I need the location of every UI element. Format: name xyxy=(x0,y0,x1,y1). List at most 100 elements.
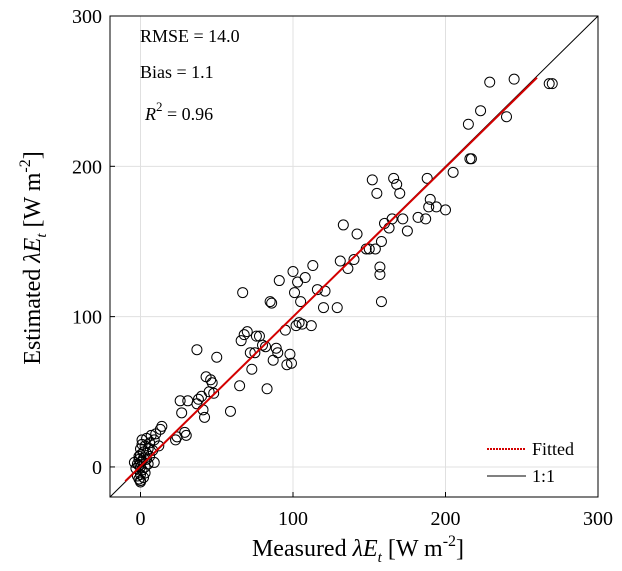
data-point xyxy=(196,390,207,402)
y-axis-title-units: [W m xyxy=(20,172,46,233)
data-point xyxy=(191,344,203,356)
plot-area-frame xyxy=(109,15,599,498)
data-point xyxy=(180,429,192,441)
x-axis-title-subscript: t xyxy=(378,550,383,566)
x-tick-label: 100 xyxy=(278,508,308,530)
data-point xyxy=(267,354,279,366)
legend: Fitted 1:1 xyxy=(487,439,574,486)
data-point xyxy=(374,269,386,281)
data-point xyxy=(501,111,512,123)
legend-one-to-one-label: 1:1 xyxy=(532,466,555,486)
data-point xyxy=(475,105,487,117)
data-point xyxy=(224,405,236,417)
y-axis-title-subscript: t xyxy=(34,233,50,238)
r2-symbol: R xyxy=(144,104,156,124)
r2-exponent: 2 xyxy=(156,99,163,114)
data-point xyxy=(141,447,153,459)
data-point xyxy=(311,284,323,296)
data-point xyxy=(260,341,272,353)
data-point xyxy=(270,342,282,354)
data-point xyxy=(234,380,246,392)
data-point xyxy=(305,320,317,332)
data-point xyxy=(375,296,387,308)
data-point xyxy=(208,387,220,399)
data-point xyxy=(424,193,436,205)
data-point xyxy=(266,297,278,309)
y-tick-label: 0 xyxy=(92,457,102,479)
data-point xyxy=(246,363,258,375)
data-point xyxy=(237,287,249,299)
x-axis-title: Measured λEt [W m-2] xyxy=(252,533,464,566)
data-point xyxy=(440,204,451,216)
data-point xyxy=(138,471,150,483)
data-point xyxy=(430,201,442,213)
data-point xyxy=(484,76,496,88)
y-tick-label: 300 xyxy=(72,6,102,28)
data-point xyxy=(287,266,299,278)
data-point xyxy=(374,261,386,273)
data-point xyxy=(337,219,349,231)
data-point xyxy=(292,276,304,288)
data-point xyxy=(423,201,435,213)
data-point xyxy=(447,166,459,178)
x-tick-label: 300 xyxy=(583,508,613,530)
x-axis-title-symbol: λE xyxy=(352,536,378,562)
data-point xyxy=(371,187,383,199)
y-axis-title: Estimated λEt [W m-2] xyxy=(17,151,50,364)
data-points xyxy=(128,73,558,488)
data-point xyxy=(261,383,273,395)
data-point xyxy=(465,153,477,165)
r2-label: R2 = 0.96 xyxy=(144,99,213,124)
data-point xyxy=(307,260,319,272)
data-point xyxy=(272,347,284,359)
legend-fitted-label: Fitted xyxy=(532,439,574,459)
data-point xyxy=(153,440,165,452)
data-point xyxy=(289,287,301,299)
bias-label: Bias = 1.1 xyxy=(140,62,214,82)
data-point xyxy=(391,178,403,190)
x-tick-label: 200 xyxy=(431,508,461,530)
data-point xyxy=(142,443,154,455)
x-axis-title-units: [W m xyxy=(382,536,443,562)
x-axis-title-prefix: Measured xyxy=(252,536,353,562)
data-point xyxy=(331,302,343,314)
y-tick-label: 100 xyxy=(72,307,102,329)
data-point xyxy=(273,275,285,287)
data-point xyxy=(348,254,360,266)
r2-value: = 0.96 xyxy=(163,104,214,124)
data-point xyxy=(295,296,307,308)
data-point xyxy=(281,359,293,371)
data-point xyxy=(421,172,433,184)
x-axis-title-exponent: -2 xyxy=(443,533,456,550)
data-point xyxy=(386,213,398,225)
data-point xyxy=(334,255,346,267)
data-point xyxy=(508,73,520,85)
data-point xyxy=(546,78,558,90)
data-point xyxy=(250,330,262,342)
data-point xyxy=(388,172,400,184)
data-point xyxy=(394,187,406,199)
y-axis-title-prefix: Estimated xyxy=(20,263,46,365)
x-tick-label: 0 xyxy=(136,508,146,530)
y-tick-labels: 0 100 200 300 xyxy=(72,6,115,479)
data-point xyxy=(369,243,381,255)
data-point xyxy=(206,377,218,389)
data-point xyxy=(363,243,375,255)
data-point xyxy=(136,434,148,446)
y-axis-title-suffix: ] xyxy=(20,151,46,159)
data-point xyxy=(235,335,247,347)
data-point xyxy=(174,395,186,407)
data-point xyxy=(296,318,308,330)
data-point xyxy=(192,393,204,405)
data-point xyxy=(462,118,474,130)
x-axis-title-suffix: ] xyxy=(456,536,464,562)
data-point xyxy=(182,395,194,407)
data-point xyxy=(238,329,250,341)
data-point xyxy=(176,407,188,419)
data-point xyxy=(420,213,432,225)
data-point xyxy=(543,78,555,90)
data-point xyxy=(351,228,363,240)
data-point xyxy=(264,296,276,308)
data-point xyxy=(366,174,378,186)
